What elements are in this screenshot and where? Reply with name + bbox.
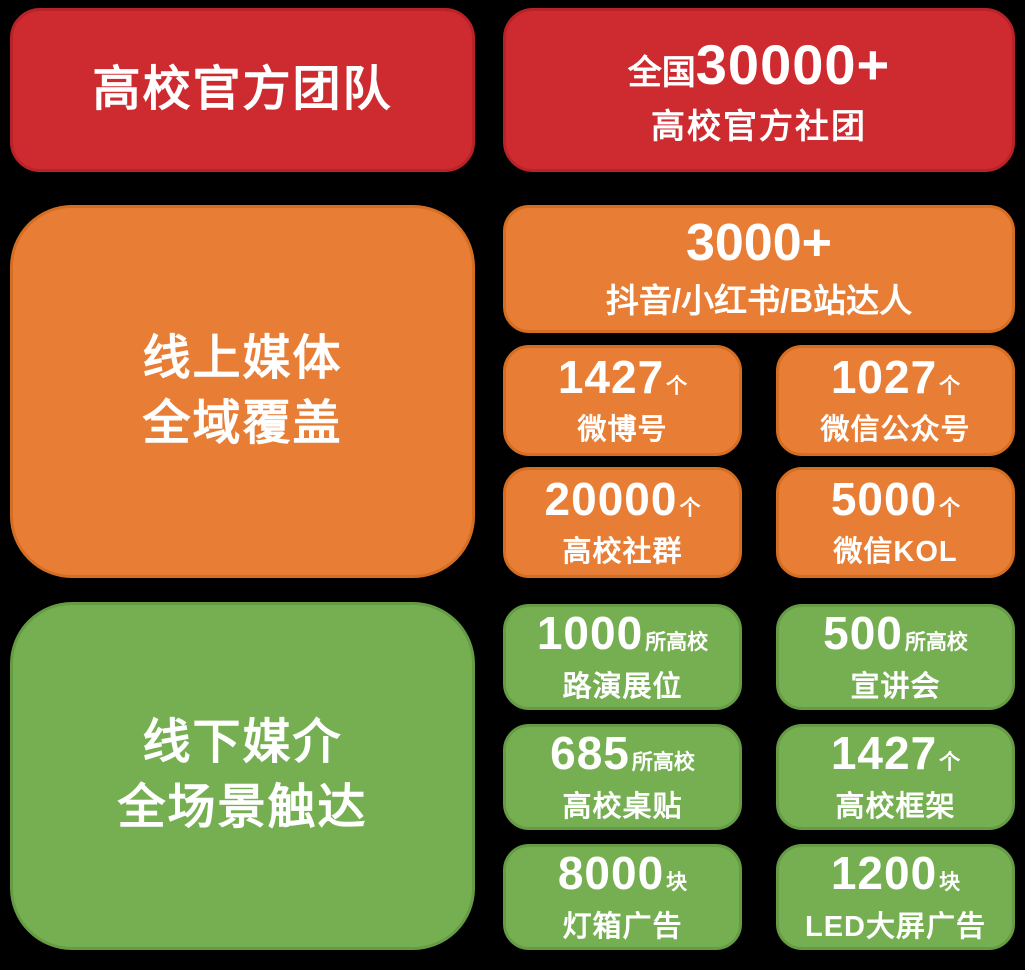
stat-card-roadshow-booths: 1000 所高校 路演展位 <box>503 604 742 710</box>
led-screen-ads-label: LED大屏广告 <box>804 910 986 943</box>
wechat-official-number: 1027 <box>830 350 938 403</box>
offline-media-title-line1: 线下媒介 <box>142 716 343 770</box>
wechat-kol-label: 微信KOL <box>833 536 958 569</box>
led-screen-ads-number: 1200 <box>830 847 938 900</box>
lightbox-ads-unit: 块 <box>666 871 688 895</box>
weibo-number: 1427 <box>557 350 665 403</box>
campus-groups-number: 20000 <box>544 472 678 525</box>
info-sessions-unit: 所高校 <box>904 631 968 655</box>
desk-stickers-label: 高校桌贴 <box>562 790 683 823</box>
lightbox-ads-label: 灯箱广告 <box>562 910 683 943</box>
weibo-unit: 个 <box>666 374 688 398</box>
campus-frames-unit: 个 <box>939 751 961 775</box>
info-sessions-label: 宣讲会 <box>850 670 941 703</box>
campus-groups-label: 高校社群 <box>562 536 683 569</box>
campus-frames-number: 1427 <box>830 727 938 780</box>
stat-card-wechat-kol: 5000 个 微信KOL <box>776 467 1015 578</box>
section-title-card-online-media: 线上媒体 全域覆盖 <box>10 205 475 578</box>
official-clubs-label: 高校官方社团 <box>651 108 867 146</box>
stat-card-weibo: 1427 个 微博号 <box>503 345 742 456</box>
official-clubs-number-line: 全国 30000+ <box>628 32 890 97</box>
wechat-official-unit: 个 <box>939 374 961 398</box>
desk-stickers-number: 685 <box>550 727 630 780</box>
stat-card-campus-groups: 20000 个 高校社群 <box>503 467 742 578</box>
wechat-kol-unit: 个 <box>939 496 961 520</box>
info-sessions-number: 500 <box>823 607 903 660</box>
roadshow-number: 1000 <box>536 607 644 660</box>
wechat-kol-number: 5000 <box>830 472 938 525</box>
roadshow-unit: 所高校 <box>645 631 709 655</box>
stat-card-desk-stickers: 685 所高校 高校桌贴 <box>503 724 742 830</box>
stat-card-lightbox-ads: 8000 块 灯箱广告 <box>503 844 742 950</box>
stat-card-official-clubs: 全国 30000+ 高校官方社团 <box>503 8 1015 172</box>
official-clubs-prefix: 全国 <box>627 54 696 92</box>
roadshow-label: 路演展位 <box>562 670 683 703</box>
official-team-title: 高校官方团队 <box>92 62 393 116</box>
stat-card-led-screen-ads: 1200 块 LED大屏广告 <box>776 844 1015 950</box>
weibo-label: 微博号 <box>577 414 668 447</box>
stat-card-wechat-official: 1027 个 微信公众号 <box>776 345 1015 456</box>
offline-media-title-line2: 全场景触达 <box>117 781 368 834</box>
stat-card-info-sessions: 500 所高校 宣讲会 <box>776 604 1015 710</box>
campus-frames-label: 高校框架 <box>835 790 956 823</box>
online-media-title-line2: 全域覆盖 <box>142 396 343 450</box>
section-title-card-official-team: 高校官方团队 <box>10 8 475 172</box>
official-clubs-number: 30000+ <box>695 33 891 96</box>
desk-stickers-unit: 所高校 <box>631 751 695 775</box>
led-screen-ads-unit: 块 <box>939 871 961 895</box>
influencers-label: 抖音/小红书/B站达人 <box>605 282 913 320</box>
online-media-title-line1: 线上媒体 <box>142 331 343 385</box>
stat-card-campus-frames: 1427 个 高校框架 <box>776 724 1015 830</box>
campus-groups-unit: 个 <box>679 496 701 520</box>
stat-card-influencers: 3000+ 抖音/小红书/B站达人 <box>503 205 1015 333</box>
wechat-official-label: 微信公众号 <box>820 414 971 447</box>
section-title-card-offline-media: 线下媒介 全场景触达 <box>10 602 475 950</box>
influencers-number: 3000+ <box>685 213 833 272</box>
lightbox-ads-number: 8000 <box>557 847 665 900</box>
